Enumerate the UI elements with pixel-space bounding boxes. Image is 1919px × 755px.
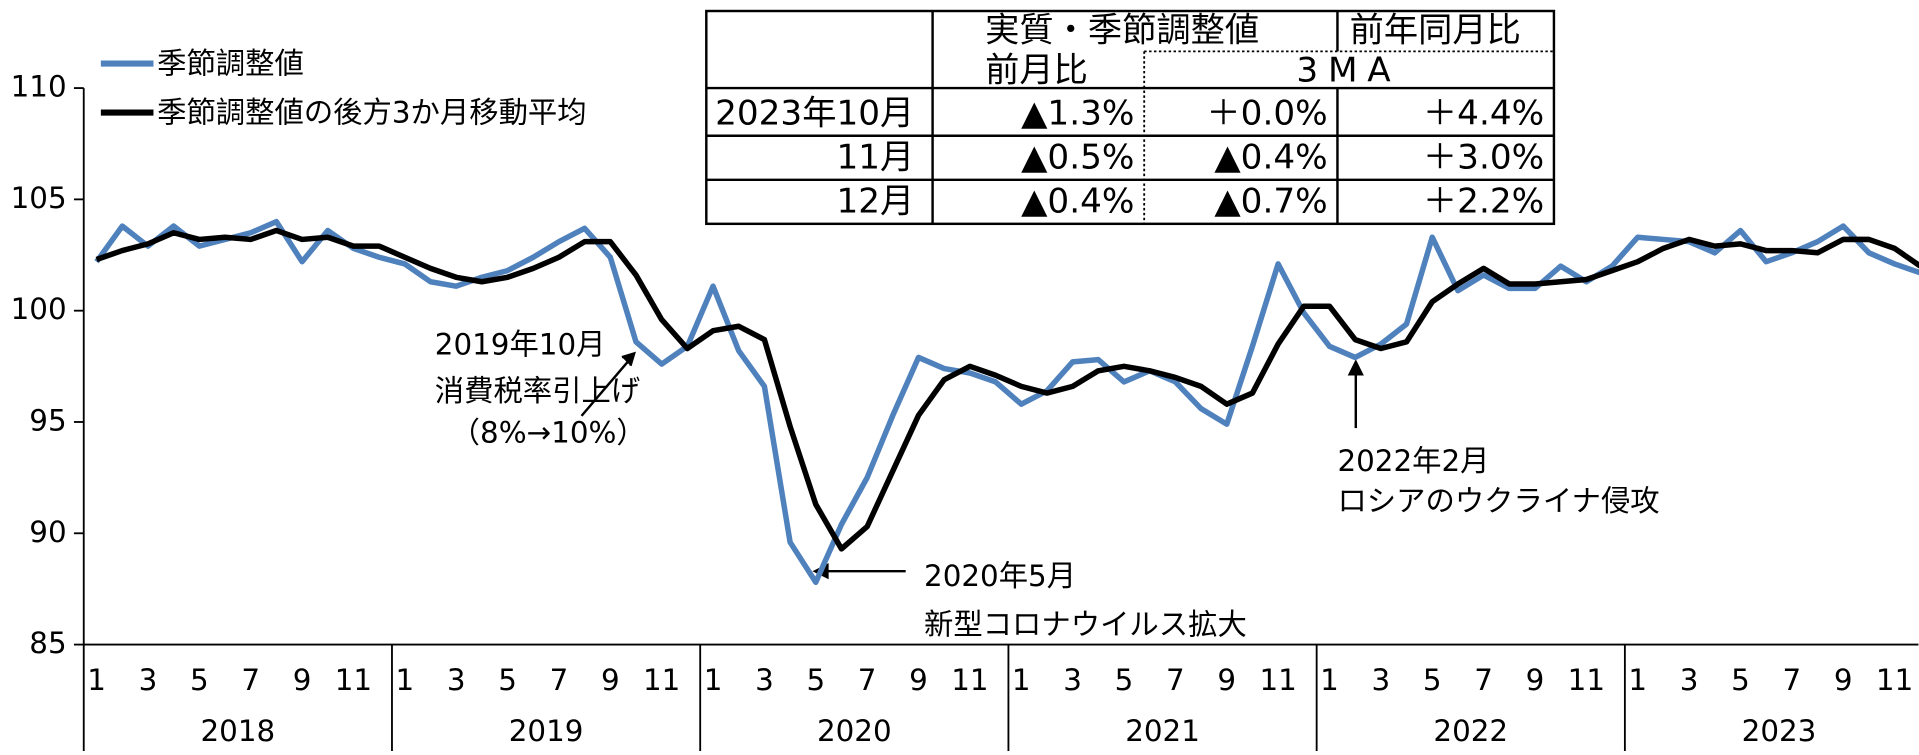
x-tick-label: 3 — [139, 663, 158, 697]
summary-table: 実質・季節調整値 前年同月比 前月比 3MA 2023年10月 ▲1.3% ＋0.0… — [705, 9, 1556, 226]
y-tick-label: 105 — [11, 181, 67, 215]
year-label: 2018 — [201, 714, 276, 748]
year-label: 2023 — [1742, 714, 1817, 748]
x-tick-label: 1 — [1320, 663, 1339, 697]
legend-label: 季節調整値 — [157, 46, 304, 80]
x-tick-label: 11 — [951, 663, 988, 697]
x-tick-label: 3 — [1063, 663, 1082, 697]
x-tick-label: 1 — [1628, 663, 1647, 697]
x-tick-label: 9 — [1526, 663, 1545, 697]
x-tick-label: 9 — [601, 663, 620, 697]
x-tick-label: 5 — [806, 663, 825, 697]
y-tick-label: 100 — [11, 292, 67, 326]
x-tick-label: 9 — [293, 663, 312, 697]
table-cell: 11月 — [836, 138, 914, 178]
x-tick-label: 5 — [1115, 663, 1134, 697]
x-tick-label: 3 — [447, 663, 466, 697]
table-cell: ▲0.7% — [1214, 182, 1327, 222]
x-tick-label: 7 — [1166, 663, 1185, 697]
table-cell: ▲0.4% — [1021, 182, 1134, 222]
year-label: 2019 — [509, 714, 584, 748]
y-tick-label: 90 — [29, 515, 66, 549]
y-tick-label: 95 — [29, 403, 66, 437]
x-tick-label: 11 — [1568, 663, 1605, 697]
table-cell: 12月 — [836, 182, 914, 222]
x-tick-label: 5 — [1423, 663, 1442, 697]
legend-label: 季節調整値の後方3か月移動平均 — [157, 95, 586, 129]
table-cell: ＋3.0% — [1423, 138, 1544, 178]
table-header: 3MA — [1296, 51, 1400, 91]
x-tick-label: 7 — [241, 663, 260, 697]
y-tick-label: 85 — [29, 626, 66, 660]
x-tick-label: 7 — [858, 663, 877, 697]
x-tick-label: 9 — [909, 663, 928, 697]
table-header: 前年同月比 — [1350, 10, 1521, 50]
x-tick-label: 1 — [704, 663, 723, 697]
x-tick-label: 3 — [1372, 663, 1391, 697]
table-header: 実質・季節調整値 — [985, 10, 1259, 50]
series-line — [95, 227, 1919, 552]
x-tick-label: 11 — [1876, 663, 1913, 697]
x-tick-label: 7 — [1474, 663, 1493, 697]
annotation: ロシアのウクライナ侵攻 — [1337, 484, 1659, 518]
x-tick-label: 9 — [1217, 663, 1236, 697]
x-tick-label: 11 — [1259, 663, 1296, 697]
annotation-arrows — [580, 351, 1364, 580]
x-tick-label: 1 — [395, 663, 414, 697]
series-line — [94, 218, 1919, 586]
annotation: 2019年10月 — [435, 328, 606, 362]
table-cell: 2023年10月 — [715, 93, 914, 133]
table-cell: ＋4.4% — [1423, 93, 1544, 133]
year-label: 2022 — [1433, 714, 1508, 748]
x-tick-label: 5 — [498, 663, 517, 697]
table-cell: ▲0.5% — [1021, 138, 1134, 178]
table-header: 前月比 — [985, 51, 1088, 91]
year-label: 2020 — [817, 714, 892, 748]
x-tick-label: 1 — [87, 663, 106, 697]
x-tick-label: 5 — [1731, 663, 1750, 697]
x-tick-label: 7 — [1783, 663, 1802, 697]
table-cell: ＋0.0% — [1206, 93, 1327, 133]
table-border — [705, 9, 1556, 226]
annotation: 2020年5月 — [924, 559, 1076, 593]
x-tick-label: 5 — [190, 663, 209, 697]
x-tick-label: 3 — [1680, 663, 1699, 697]
x-tick-label: 3 — [755, 663, 774, 697]
x-tick-label: 11 — [643, 663, 680, 697]
annotation: （8%→10%） — [451, 416, 646, 450]
table-cell: ▲0.4% — [1214, 138, 1327, 178]
x-tick-label: 1 — [1012, 663, 1031, 697]
x-tick-label: 11 — [335, 663, 372, 697]
annotation: 2022年2月 — [1337, 444, 1489, 478]
annotation: 新型コロナウイルス拡大 — [924, 608, 1247, 642]
table-cell: ＋2.2% — [1423, 182, 1544, 222]
annotation: 消費税率引上げ — [435, 374, 640, 408]
x-tick-label: 9 — [1834, 663, 1853, 697]
year-label: 2021 — [1125, 714, 1200, 748]
table-cell: ▲1.3% — [1021, 93, 1134, 133]
x-tick-label: 7 — [550, 663, 569, 697]
y-tick-label: 110 — [11, 70, 67, 104]
